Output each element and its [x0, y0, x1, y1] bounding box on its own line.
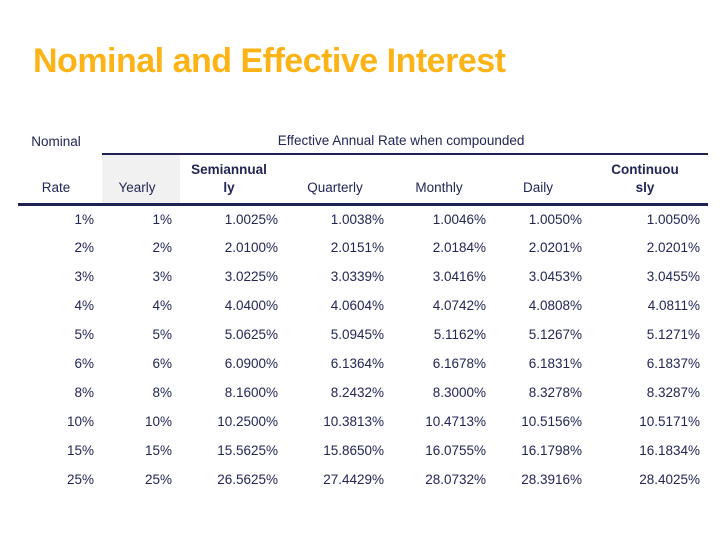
- column-header-semiannually: Semiannual ly: [180, 154, 286, 206]
- table-cell: 15%: [66, 443, 94, 458]
- table-row: 10% 10% 10.2500% 10.3813% 10.4713% 10.5156% 10…: [18, 407, 708, 436]
- table-cell: 3.0225%: [224, 269, 278, 284]
- table-cell: 10.3813%: [323, 414, 384, 429]
- table-cell: 26.5625%: [217, 472, 278, 487]
- table-cell: 8.3000%: [432, 385, 486, 400]
- table-cell: 10%: [144, 414, 172, 429]
- table-cell: 2%: [74, 240, 94, 255]
- table-cell: 3.0416%: [432, 269, 486, 284]
- table-row: 25% 25% 26.5625% 27.4429% 28.0732% 28.3916% 28…: [18, 465, 708, 494]
- column-header-monthly: Monthly: [392, 154, 494, 206]
- table-body: 1% 1% 1.0025% 1.0038% 1.0046% 1.0050% 1.0050% 2…: [18, 204, 708, 494]
- rates-table-container: Nominal Effective Annual Rate when compo…: [18, 128, 709, 494]
- slide-title: Nominal and Effective Interest: [33, 42, 506, 80]
- table-cell: 4.0604%: [330, 298, 384, 313]
- table-cell: 10.2500%: [217, 414, 278, 429]
- table-cell: 5.1271%: [646, 327, 701, 342]
- table-cell: 1.0038%: [330, 211, 384, 227]
- table-cell: 15.8650%: [323, 443, 384, 458]
- column-header-yearly: Yearly: [102, 154, 180, 206]
- table-cell: 15%: [144, 443, 172, 458]
- table-cell: 4%: [152, 298, 172, 313]
- table-cell: 2.0100%: [224, 240, 278, 255]
- table-cell: 6.1831%: [528, 356, 582, 371]
- table-cell: 8.1600%: [224, 385, 278, 400]
- table-row: 3% 3% 3.0225% 3.0339% 3.0416% 3.0453% 3.0455%: [18, 262, 708, 291]
- table-row: 15% 15% 15.5625% 15.8650% 16.0755% 16.1798% 16…: [18, 436, 708, 465]
- table-row: 1% 1% 1.0025% 1.0038% 1.0046% 1.0050% 1.0050%: [18, 204, 708, 233]
- table-cell: 28.3916%: [521, 472, 582, 487]
- effective-group-label: Effective Annual Rate when compounded: [102, 128, 709, 155]
- rates-table: Nominal Effective Annual Rate when compo…: [18, 128, 709, 494]
- table-cell: 28.0732%: [425, 472, 486, 487]
- table-row: 6% 6% 6.0900% 6.1364% 6.1678% 6.1831% 6.1837%: [18, 349, 708, 378]
- table-cell: 8.3278%: [528, 385, 582, 400]
- table-cell: 1.0050%: [528, 211, 582, 227]
- table-cell: 25%: [144, 472, 172, 487]
- table-cell: 25%: [66, 472, 94, 487]
- table-cell: 5.1267%: [528, 327, 582, 342]
- table-row: 2% 2% 2.0100% 2.0151% 2.0184% 2.0201% 2.0201%: [18, 233, 708, 262]
- group-header-row: Nominal Effective Annual Rate when compo…: [18, 128, 709, 155]
- table-cell: 4.0400%: [224, 298, 278, 313]
- table-cell: 8.2432%: [330, 385, 384, 400]
- table-cell: 27.4429%: [323, 472, 384, 487]
- table-cell: 8%: [74, 385, 94, 400]
- table-cell: 5%: [152, 327, 172, 342]
- table-cell: 3.0455%: [646, 269, 701, 284]
- table-cell: 4.0811%: [647, 298, 701, 313]
- table-cell: 10.4713%: [425, 414, 486, 429]
- table-cell: 6%: [74, 356, 94, 371]
- table-cell: 5.0945%: [330, 327, 384, 342]
- table-cell: 6.1678%: [432, 356, 486, 371]
- table-cell: 1.0050%: [646, 211, 701, 227]
- table-cell: 1.0046%: [432, 211, 486, 227]
- table-cell: 4.0742%: [432, 298, 486, 313]
- table-cell: 1.0025%: [224, 211, 278, 227]
- table-cell: 6.0900%: [224, 356, 278, 371]
- table-cell: 3%: [74, 269, 94, 284]
- column-header-quarterly: Quarterly: [286, 154, 392, 206]
- table-cell: 8%: [152, 385, 172, 400]
- table-cell: 16.0755%: [425, 443, 486, 458]
- table-row: 8% 8% 8.1600% 8.2432% 8.3000% 8.3278% 8.3287%: [18, 378, 708, 407]
- table-cell: 10.5171%: [639, 414, 701, 429]
- table-row: 4% 4% 4.0400% 4.0604% 4.0742% 4.0808% 4.0811%: [18, 291, 708, 320]
- table-cell: 2.0201%: [646, 240, 701, 255]
- table-cell: 4.0808%: [528, 298, 582, 313]
- table-cell: 6.1364%: [330, 356, 384, 371]
- table-cell: 5%: [74, 327, 94, 342]
- table-cell: 1%: [74, 211, 94, 227]
- table-cell: 4%: [74, 298, 94, 313]
- table-cell: 8.3287%: [646, 385, 701, 400]
- table-cell: 5.1162%: [433, 327, 486, 342]
- table-cell: 2.0201%: [528, 240, 582, 255]
- table-cell: 3.0453%: [528, 269, 582, 284]
- table-cell: 2%: [152, 240, 172, 255]
- table-cell: 10%: [66, 414, 94, 429]
- nominal-group-label: Nominal: [31, 133, 81, 149]
- table-cell: 6%: [152, 356, 172, 371]
- table-cell: 28.4025%: [639, 472, 701, 487]
- table-cell: 5.0625%: [224, 327, 278, 342]
- table-cell: 16.1834%: [639, 443, 701, 458]
- table-cell: 1%: [152, 211, 172, 227]
- table-cell: 16.1798%: [521, 443, 582, 458]
- column-header-daily: Daily: [494, 154, 590, 206]
- column-header-continuously: Continuou sly: [590, 154, 709, 206]
- table-cell: 2.0184%: [432, 240, 486, 255]
- table-cell: 6.1837%: [646, 356, 701, 371]
- table-row: 5% 5% 5.0625% 5.0945% 5.1162% 5.1267% 5.1271%: [18, 320, 708, 349]
- column-header-row: Rate Yearly Semiannual ly Quarterly Mont…: [18, 154, 709, 206]
- table-cell: 15.5625%: [217, 443, 278, 458]
- table-cell: 2.0151%: [330, 240, 384, 255]
- table-cell: 10.5156%: [521, 414, 582, 429]
- table-cell: 3%: [152, 269, 172, 284]
- column-header-rate: Rate: [18, 154, 102, 206]
- table-cell: 3.0339%: [330, 269, 384, 284]
